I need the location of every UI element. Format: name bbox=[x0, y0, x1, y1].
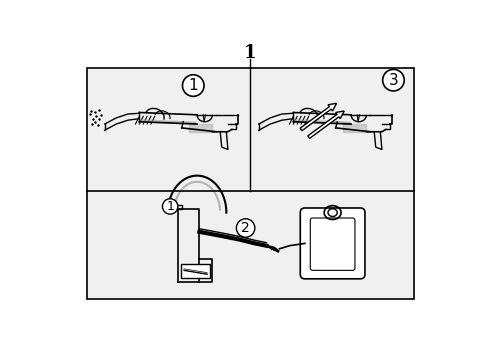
Polygon shape bbox=[343, 124, 366, 132]
Bar bbox=[87, 68, 413, 299]
Text: 2: 2 bbox=[241, 221, 249, 235]
Circle shape bbox=[236, 219, 254, 237]
Text: 3: 3 bbox=[388, 73, 398, 87]
Circle shape bbox=[182, 75, 203, 96]
Bar bbox=[181, 264, 210, 278]
Text: 1: 1 bbox=[244, 44, 256, 62]
Circle shape bbox=[162, 199, 178, 214]
Polygon shape bbox=[189, 124, 212, 132]
Circle shape bbox=[382, 69, 404, 91]
Bar bbox=[87, 68, 413, 299]
Text: 1: 1 bbox=[188, 78, 198, 93]
Text: 1: 1 bbox=[166, 200, 174, 213]
FancyArrow shape bbox=[300, 103, 336, 131]
FancyBboxPatch shape bbox=[300, 208, 364, 279]
FancyArrow shape bbox=[307, 111, 344, 138]
